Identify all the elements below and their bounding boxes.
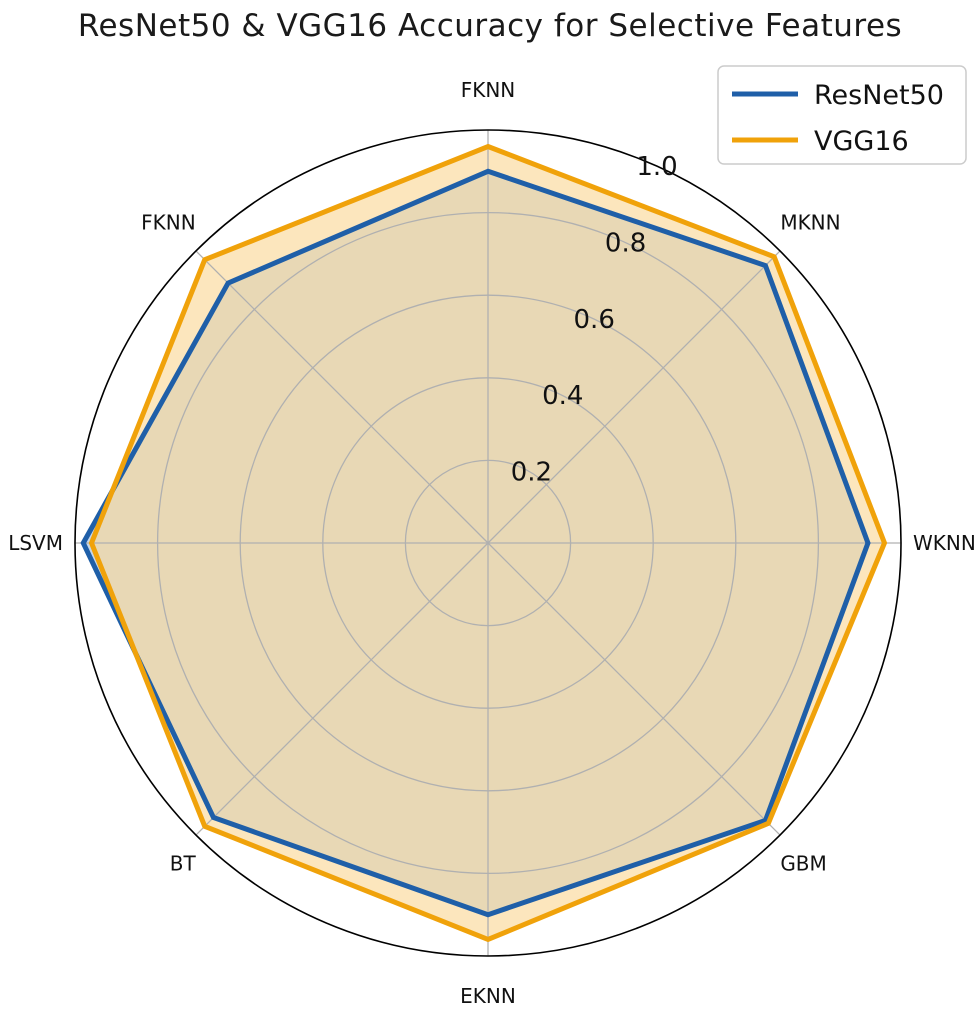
axis-label: FKNN <box>461 78 516 102</box>
radial-grid <box>75 130 901 956</box>
axis-label: GBM <box>780 851 826 875</box>
grid-spoke <box>195 250 489 544</box>
axis-label: EKNN <box>460 984 516 1008</box>
outer-circle <box>74 129 902 957</box>
radial-tick-label: 0.2 <box>511 458 552 488</box>
grid-spoke <box>487 542 781 836</box>
legend: ResNet50 VGG16 <box>717 65 967 165</box>
axis-label: LSVM <box>8 531 63 555</box>
axis-labels: FKNN MKNN WKNN GBM EKNN BT LSVM FKNN <box>8 78 976 1008</box>
series-line-resnet50 <box>80 168 871 918</box>
grid-spoke <box>195 542 489 836</box>
series-line-vgg16 <box>88 143 888 943</box>
series-outlines <box>80 143 888 943</box>
grid-spoke <box>487 250 781 544</box>
axis-label: MKNN <box>780 211 840 235</box>
radial-tick-labels: 0.2 0.4 0.6 0.8 1.0 <box>511 152 678 488</box>
radial-tick-label: 1.0 <box>636 152 677 182</box>
polar-frame <box>74 129 902 957</box>
radial-tick-label: 0.8 <box>605 228 646 258</box>
legend-label: ResNet50 <box>814 80 944 111</box>
legend-label: VGG16 <box>814 126 909 157</box>
radial-tick-label: 0.4 <box>542 381 583 411</box>
radial-tick-label: 0.6 <box>574 305 615 335</box>
chart-title: ResNet50 & VGG16 Accuracy for Selective … <box>77 8 903 44</box>
axis-label: FKNN <box>141 211 196 235</box>
axis-label: WKNN <box>913 531 976 555</box>
axis-label: BT <box>170 851 197 875</box>
